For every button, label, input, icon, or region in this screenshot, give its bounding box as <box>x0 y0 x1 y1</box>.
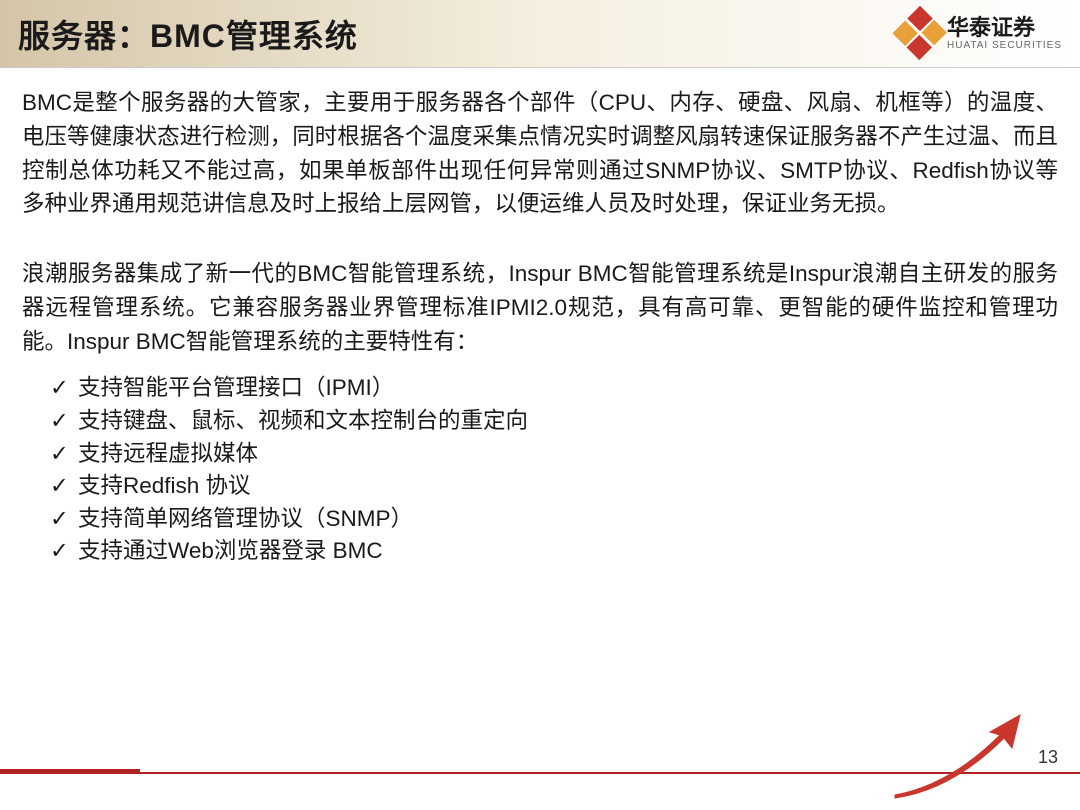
slide-title: 服务器：BMC管理系统 <box>18 11 358 57</box>
page-number: 13 <box>1038 747 1058 768</box>
arrow-icon <box>890 710 1040 800</box>
feature-item: 支持通过Web浏览器登录 BMC <box>50 535 1058 568</box>
slide-header: 服务器：BMC管理系统 华泰证券 HUATAI SECURITIES <box>0 0 1080 68</box>
company-logo: 华泰证券 HUATAI SECURITIES <box>899 13 1062 55</box>
slide-footer: 13 <box>0 750 1080 810</box>
footer-accent <box>0 769 140 774</box>
feature-item: 支持智能平台管理接口（IPMI） <box>50 372 1058 405</box>
feature-item: 支持Redfish 协议 <box>50 470 1058 503</box>
feature-item: 支持简单网络管理协议（SNMP） <box>50 503 1058 536</box>
logo-company-en: HUATAI SECURITIES <box>947 40 1062 51</box>
logo-company-cn: 华泰证券 <box>947 16 1062 40</box>
logo-icon <box>890 4 949 63</box>
slide-content: BMC是整个服务器的大管家，主要用于服务器各个部件（CPU、内存、硬盘、风扇、机… <box>0 68 1080 568</box>
paragraph-2: 浪潮服务器集成了新一代的BMC智能管理系统，Inspur BMC智能管理系统是I… <box>22 257 1058 358</box>
feature-item: 支持键盘、鼠标、视频和文本控制台的重定向 <box>50 405 1058 438</box>
feature-item: 支持远程虚拟媒体 <box>50 438 1058 471</box>
paragraph-1: BMC是整个服务器的大管家，主要用于服务器各个部件（CPU、内存、硬盘、风扇、机… <box>22 86 1058 221</box>
logo-text: 华泰证券 HUATAI SECURITIES <box>947 16 1062 51</box>
feature-list: 支持智能平台管理接口（IPMI） 支持键盘、鼠标、视频和文本控制台的重定向 支持… <box>22 372 1058 568</box>
